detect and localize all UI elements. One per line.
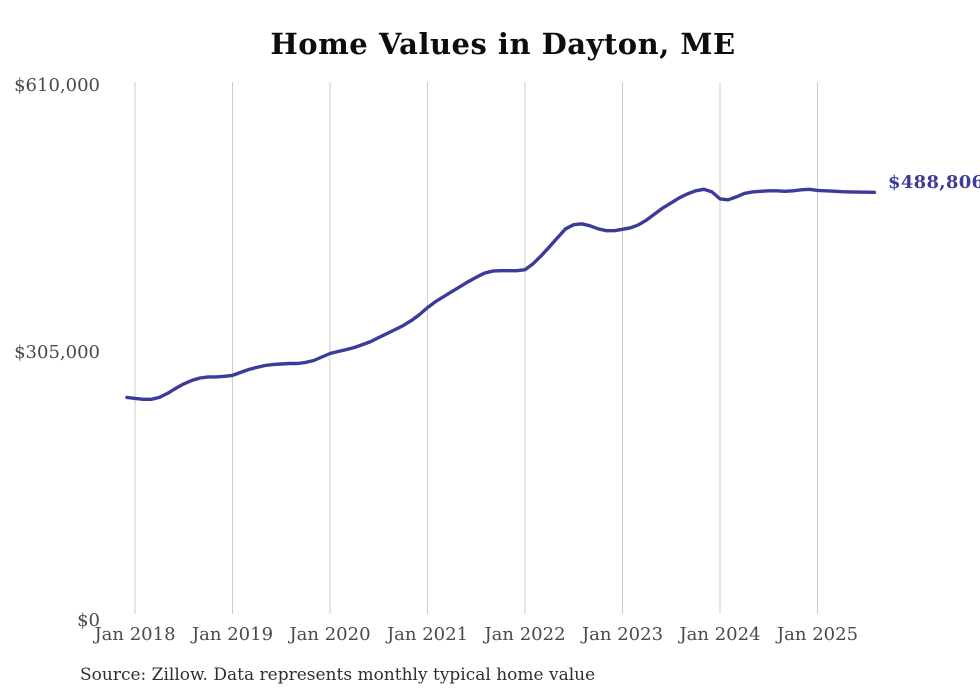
x-tick-label: Jan 2023 — [580, 624, 663, 645]
x-tick-label: Jan 2025 — [775, 624, 858, 645]
x-tick-label: Jan 2022 — [482, 624, 565, 645]
x-tick-label: Jan 2018 — [92, 624, 175, 645]
end-value-label: $488,806 — [888, 172, 980, 193]
y-tick-label-610000: $610,000 — [14, 75, 100, 96]
chart-title: Home Values in Dayton, ME — [270, 27, 736, 61]
x-tick-label: Jan 2020 — [287, 624, 370, 645]
x-tick-label: Jan 2024 — [677, 624, 760, 645]
y-tick-label-305000: $305,000 — [14, 342, 100, 363]
x-tick-label: Jan 2021 — [385, 624, 468, 645]
y-tick-label-0: $0 — [77, 610, 100, 631]
x-tick-label: Jan 2019 — [190, 624, 273, 645]
home-value-line — [125, 187, 877, 401]
source-note: Source: Zillow. Data represents monthly … — [80, 665, 596, 685]
